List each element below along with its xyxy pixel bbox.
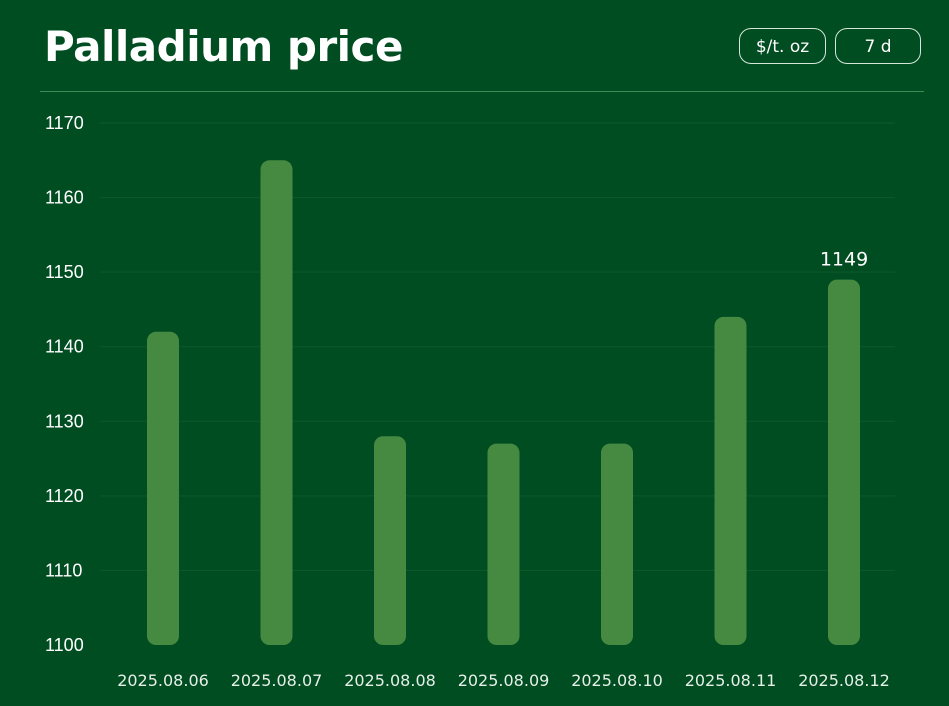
- bar-2025.08.10[interactable]: [601, 443, 633, 645]
- y-tick-label: 1130: [45, 411, 84, 431]
- x-tick-label: 2025.08.12: [798, 671, 890, 690]
- y-tick-label: 1110: [45, 560, 82, 580]
- bar-2025.08.09[interactable]: [487, 443, 520, 645]
- data-label: 1149: [820, 249, 868, 271]
- bar-2025.08.07[interactable]: [260, 160, 293, 646]
- bar-2025.08.06[interactable]: [147, 331, 179, 645]
- data-labels: 1149: [820, 249, 868, 271]
- x-tick-label: 2025.08.08: [344, 671, 436, 690]
- x-tick-label: 2025.08.07: [231, 671, 323, 690]
- bar-2025.08.11[interactable]: [714, 316, 747, 645]
- bar-2025.08.12[interactable]: [828, 279, 860, 645]
- time-range-button[interactable]: 7 d: [835, 28, 921, 64]
- x-axis: 2025.08.06 2025.08.07 2025.08.08 2025.08.09…: [117, 671, 890, 690]
- page-title: Palladium price: [44, 22, 403, 71]
- y-tick-label: 1160: [45, 188, 84, 208]
- y-tick-label: 1120: [45, 486, 84, 506]
- x-tick-label: 2025.08.09: [458, 671, 550, 690]
- header-divider: [40, 91, 924, 92]
- unit-selector-button[interactable]: $/t. oz: [739, 28, 826, 64]
- x-tick-label: 2025.08.06: [117, 671, 209, 690]
- bar-2025.08.08[interactable]: [374, 436, 406, 645]
- y-tick-label: 1140: [45, 337, 84, 357]
- chart-controls: $/t. oz 7 d: [739, 28, 921, 64]
- y-tick-label: 1100: [45, 635, 84, 655]
- x-tick-label: 2025.08.11: [685, 671, 777, 690]
- chart-header: Palladium price $/t. oz 7 d: [0, 0, 949, 92]
- y-tick-label: 1170: [45, 113, 84, 133]
- bars: [147, 160, 860, 646]
- x-tick-label: 2025.08.10: [571, 671, 663, 690]
- y-axis: 1100 1110 1120 1130 1140 1150 1160 1170: [45, 113, 84, 655]
- y-tick-label: 1150: [45, 262, 84, 282]
